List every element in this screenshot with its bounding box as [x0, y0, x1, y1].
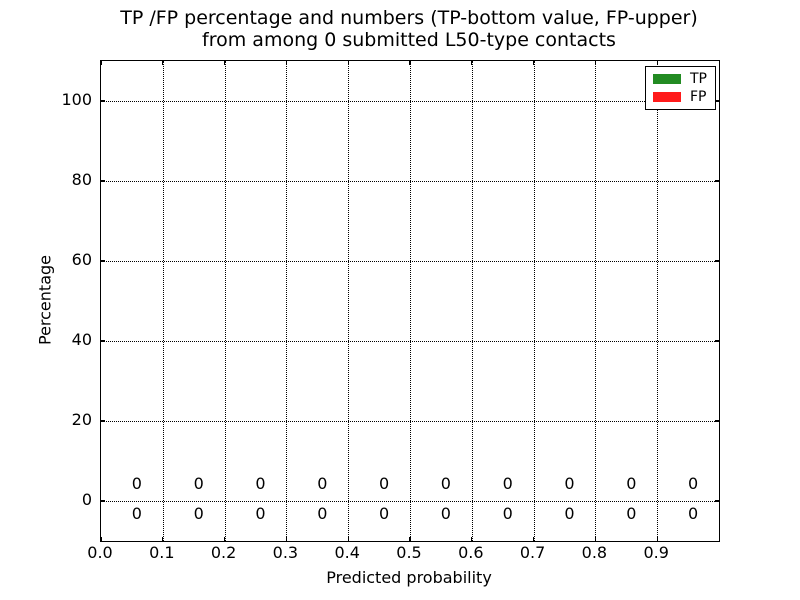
v-gridline	[595, 61, 597, 541]
y-tick-label: 0	[81, 490, 92, 509]
count-label-tp: 0	[379, 504, 390, 523]
legend-label-tp: TP	[690, 71, 707, 87]
x-tick-mark-top	[471, 61, 473, 65]
count-label-tp: 0	[317, 504, 328, 523]
x-tick-mark-top	[656, 61, 658, 65]
x-tick-mark-bottom	[100, 537, 102, 541]
v-gridline	[224, 61, 226, 541]
chart-title: TP /FP percentage and numbers (TP-bottom…	[120, 7, 698, 51]
x-tick-mark-bottom	[471, 537, 473, 541]
count-label-tp: 0	[255, 504, 266, 523]
x-tick-label: 0.4	[334, 543, 360, 562]
x-tick-mark-top	[409, 61, 411, 65]
count-label-tp: 0	[564, 504, 575, 523]
count-label-fp: 0	[255, 474, 266, 493]
v-gridline	[657, 61, 659, 541]
legend: TP FP	[645, 66, 716, 110]
count-label-fp: 0	[564, 474, 575, 493]
x-tick-mark-bottom	[532, 537, 535, 541]
x-tick-label: 0.8	[581, 543, 608, 562]
x-tick-mark-top	[594, 61, 597, 65]
y-tick-mark-left	[101, 260, 105, 262]
x-tick-label: 0.5	[396, 543, 422, 562]
x-tick-mark-bottom	[162, 537, 164, 541]
y-tick-label: 20	[71, 410, 92, 429]
x-tick-mark-top	[285, 61, 288, 65]
x-tick-mark-top	[347, 61, 349, 65]
y-tick-label: 80	[71, 170, 92, 189]
x-tick-mark-top	[223, 61, 226, 65]
y-tick-mark-left	[101, 500, 105, 502]
x-tick-mark-top	[532, 61, 535, 65]
x-tick-mark-bottom	[409, 537, 411, 541]
v-gridline	[348, 61, 350, 541]
y-tick-label: 60	[71, 250, 92, 269]
x-axis-label: Predicted probability	[326, 568, 492, 587]
x-tick-label: 0.2	[210, 543, 237, 562]
count-label-fp: 0	[131, 474, 142, 493]
y-tick-mark-right	[715, 500, 719, 502]
x-tick-mark-bottom	[223, 537, 226, 541]
tp-swatch-icon	[653, 74, 681, 84]
count-label-tp: 0	[131, 504, 142, 523]
x-tick-mark-bottom	[594, 537, 597, 541]
fp-swatch-icon	[653, 92, 681, 102]
count-label-tp: 0	[440, 504, 451, 523]
x-tick-mark-top	[100, 61, 102, 65]
count-label-fp: 0	[626, 474, 637, 493]
x-tick-mark-bottom	[347, 537, 349, 541]
y-tick-mark-right	[715, 100, 719, 102]
y-tick-mark-left	[101, 340, 105, 342]
y-tick-label: 100	[61, 90, 92, 109]
v-gridline	[533, 61, 535, 541]
legend-entry-tp: TP	[653, 72, 709, 86]
x-tick-mark-bottom	[656, 537, 658, 541]
v-gridline	[286, 61, 288, 541]
x-tick-label: 0.6	[458, 543, 484, 562]
x-tick-mark-top	[162, 61, 164, 65]
y-tick-mark-right	[715, 260, 719, 262]
y-tick-mark-right	[715, 180, 719, 182]
x-tick-label: 0.1	[149, 543, 175, 562]
x-tick-label: 0.9	[643, 543, 669, 562]
x-tick-label: 0.0	[87, 543, 113, 562]
count-label-fp: 0	[688, 474, 699, 493]
x-tick-mark-bottom	[285, 537, 288, 541]
v-gridline	[410, 61, 411, 541]
count-label-fp: 0	[193, 474, 204, 493]
count-label-fp: 0	[440, 474, 451, 493]
legend-label-fp: FP	[690, 89, 707, 105]
y-tick-mark-right	[715, 340, 719, 342]
x-tick-label: 0.3	[272, 543, 299, 562]
plot-area: 0 0 0 0 0 0 0 0 0 0 0 0 0 0 0 0 0 0 0 0	[100, 60, 720, 542]
count-label-tp: 0	[688, 504, 699, 523]
y-tick-mark-left	[101, 180, 105, 182]
y-tick-mark-left	[101, 100, 105, 102]
count-label-fp: 0	[502, 474, 513, 493]
x-tick-label: 0.7	[519, 543, 546, 562]
v-gridline	[162, 61, 164, 541]
count-label-fp: 0	[317, 474, 328, 493]
v-gridline	[471, 61, 473, 541]
y-tick-mark-right	[715, 420, 719, 422]
y-tick-label: 40	[71, 330, 92, 349]
legend-entry-fp: FP	[653, 90, 709, 104]
count-label-fp: 0	[379, 474, 390, 493]
count-label-tp: 0	[502, 504, 513, 523]
count-label-tp: 0	[193, 504, 204, 523]
y-tick-mark-left	[101, 420, 105, 422]
count-label-tp: 0	[626, 504, 637, 523]
